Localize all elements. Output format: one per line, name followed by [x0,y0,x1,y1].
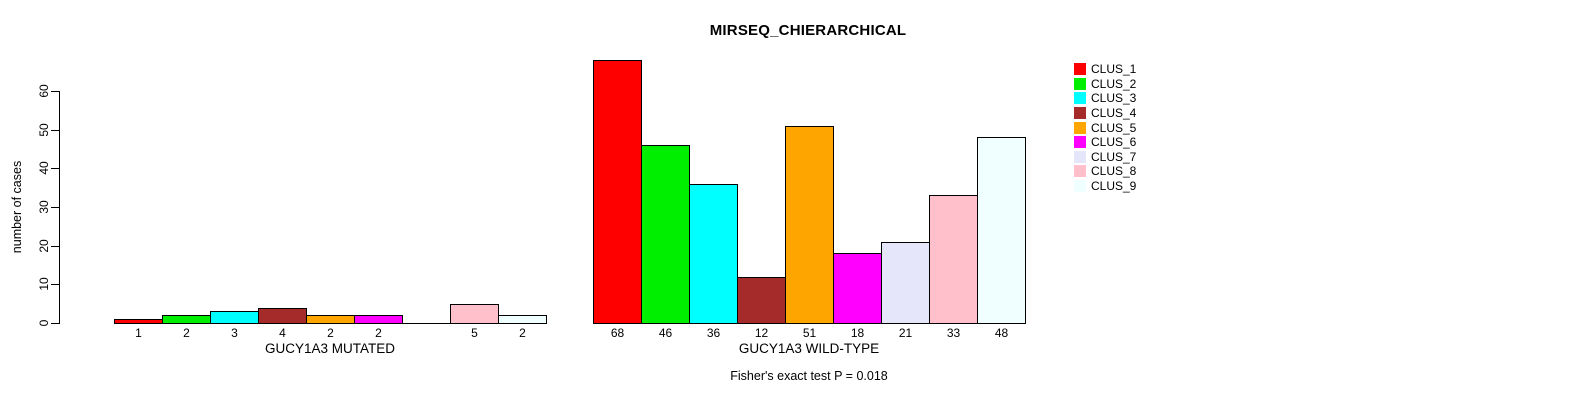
bar-value-label: 36 [706,326,721,340]
legend-label: CLUS_1 [1091,62,1137,77]
x-axis-label-wild-type: GUCY1A3 WILD-TYPE [738,341,880,356]
y-axis-tick [51,246,59,247]
bar-wild-type-clus_5 [785,125,834,324]
y-axis-tick-label: 20 [37,239,51,253]
x-axis-label-mutated: GUCY1A3 MUTATED [264,341,396,356]
y-axis-tick-label: 0 [37,319,51,327]
bar-mutated-clus_7 [402,323,451,324]
bar-value-label: 18 [850,326,865,340]
y-axis-tick [51,323,59,324]
bar-value-label: 1 [135,326,142,340]
y-axis-tick-label: 60 [37,84,51,98]
legend-label: CLUS_5 [1091,120,1137,135]
y-axis-tick [51,207,59,208]
legend-label: CLUS_2 [1091,76,1137,91]
bar-wild-type-clus_6 [833,253,882,324]
y-axis-tick-label: 50 [37,123,51,137]
legend-swatch [1074,92,1086,105]
y-axis-tick-label: 40 [37,161,51,175]
legend-label: CLUS_3 [1091,91,1137,106]
y-axis-tick [51,91,59,92]
legend-label: CLUS_9 [1091,179,1137,194]
bar-wild-type-clus_7 [881,241,930,324]
y-axis-title: number of cases [10,160,24,254]
bar-wild-type-clus_9 [977,137,1026,324]
chart-title: MIRSEQ_CHIERARCHICAL [709,22,907,39]
bar-mutated-clus_2 [162,315,211,324]
bar-value-label: 21 [898,326,913,340]
bar-mutated-clus_8 [450,303,499,324]
legend-label: CLUS_6 [1091,135,1137,150]
legend-swatch [1074,107,1086,120]
bar-value-label: 12 [754,326,769,340]
bar-wild-type-clus_3 [689,183,738,324]
y-axis-tick [51,130,59,131]
legend-swatch [1074,63,1086,76]
legend-item-clus_8: CLUS_8 [1074,164,1136,179]
bar-value-label: 2 [519,326,526,340]
bar-value-label: 5 [471,326,478,340]
bar-value-label: 2 [183,326,190,340]
bar-mutated-clus_4 [258,307,307,324]
bar-value-label: 3 [231,326,238,340]
legend-swatch [1074,136,1086,149]
bar-value-label: 2 [327,326,334,340]
bar-mutated-clus_1 [114,319,163,324]
legend-label: CLUS_8 [1091,164,1137,179]
legend-item-clus_4: CLUS_4 [1074,106,1136,121]
bar-mutated-clus_6 [354,315,403,324]
bar-mutated-clus_5 [306,315,355,324]
legend-swatch [1074,121,1086,134]
bar-wild-type-clus_2 [641,145,690,324]
legend-item-clus_5: CLUS_5 [1074,120,1136,135]
bar-value-label: 46 [658,326,673,340]
y-axis-tick [51,168,59,169]
y-axis-tick-label: 30 [37,200,51,214]
legend-swatch [1074,180,1086,193]
legend-label: CLUS_7 [1091,149,1137,164]
legend: CLUS_1 CLUS_2 CLUS_3 CLUS_4 CLUS_5 CLUS_6 CLUS… [1074,62,1136,193]
bar-mutated-clus_9 [498,315,547,324]
legend-item-clus_9: CLUS_9 [1074,179,1136,194]
bar-wild-type-clus_1 [593,60,642,324]
legend-item-clus_7: CLUS_7 [1074,150,1136,165]
bar-value-label: 68 [610,326,625,340]
legend-swatch [1074,165,1086,178]
y-axis-tick-label: 10 [37,277,51,291]
bar-value-label: 4 [279,326,286,340]
bar-value-label: 2 [375,326,382,340]
legend-label: CLUS_4 [1091,106,1137,121]
bar-wild-type-clus_4 [737,276,786,324]
legend-item-clus_1: CLUS_1 [1074,62,1136,77]
legend-swatch [1074,150,1086,163]
bar-wild-type-clus_8 [929,195,978,324]
legend-item-clus_2: CLUS_2 [1074,77,1136,92]
legend-item-clus_6: CLUS_6 [1074,135,1136,150]
bar-value-label: 33 [946,326,961,340]
fishers-test-annotation: Fisher's exact test P = 0.018 [730,369,888,383]
y-axis-tick [51,284,59,285]
legend-swatch [1074,77,1086,90]
bar-value-label: 51 [802,326,817,340]
y-axis-line [59,91,60,324]
bar-value-label: 48 [994,326,1009,340]
bar-mutated-clus_3 [210,311,259,324]
legend-item-clus_3: CLUS_3 [1074,91,1136,106]
